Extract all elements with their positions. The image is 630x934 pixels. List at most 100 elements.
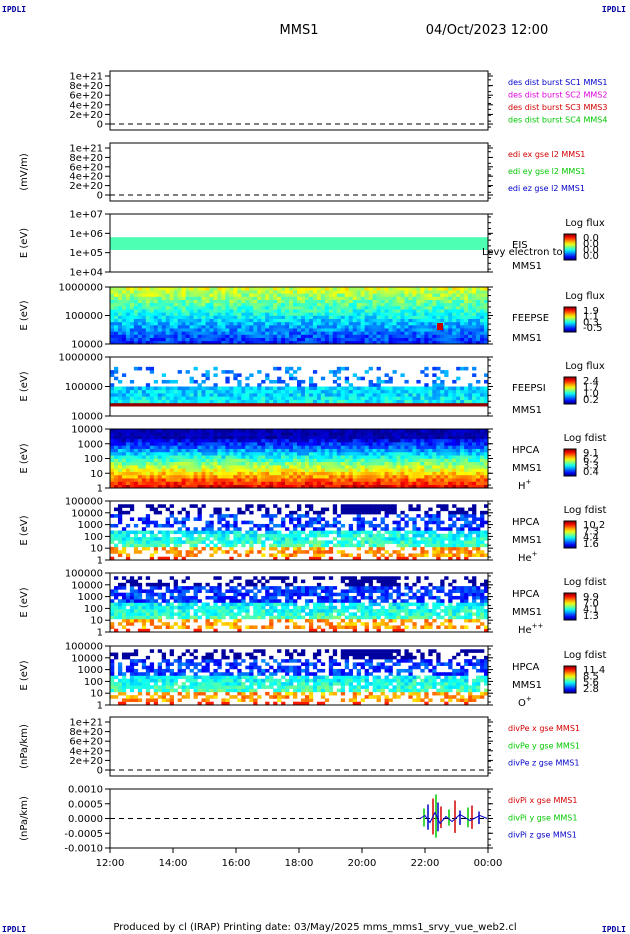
y-axis-label: E (eV) (19, 228, 30, 258)
colorbar-tick-label: 1.0 (583, 389, 599, 400)
y-tick-label: 1e+04 (69, 268, 103, 279)
y-tick-label: 10000 (71, 653, 103, 664)
colorbar (563, 520, 577, 549)
colorbar (563, 306, 577, 333)
colorbar-tick-label: 2.8 (583, 684, 599, 695)
colorbar-tick-label: 1.1 (583, 312, 599, 323)
overlay-label: Levy electron to (482, 247, 563, 258)
colorbar-tick-label: 7.3 (583, 526, 599, 537)
colorbar (563, 592, 577, 621)
x-tick-label: 00:00 (474, 858, 503, 869)
y-tick-label: 100000 (65, 382, 103, 393)
spacecraft-label: MMS1 (512, 405, 542, 416)
y-axis-label: (mV/m) (19, 153, 30, 191)
y-tick-label: 10000 (71, 425, 103, 436)
spacecraft-label: MMS1 (512, 463, 542, 474)
instrument-label: FEEPSI (512, 383, 546, 394)
colorbar-tick-label: 3.3 (583, 461, 599, 472)
y-tick-label: 10000 (71, 580, 103, 591)
corner-label-bottom-right: IPDLI (601, 925, 626, 934)
y-tick-label: 6e+20 (69, 162, 103, 173)
panel-frame (109, 645, 489, 706)
colorbar-tick-label: -0.5 (583, 323, 603, 334)
y-axis-label: E (eV) (19, 300, 30, 330)
y-tick-label: 1000 (78, 665, 103, 676)
y-tick-label: 100000 (65, 311, 103, 322)
y-tick-label: 4e+20 (69, 100, 103, 111)
legend-entry: des dist burst SC4 MMS4 (508, 116, 607, 125)
panel-p5: 1000000 100000 10000 E (eV) Log flux 2.41.71.… (19, 353, 605, 423)
y-tick-label: 8e+20 (69, 81, 103, 92)
colorbar-tick-label: 2.4 (583, 376, 599, 387)
y-tick-label: 10000 (71, 412, 103, 423)
y-tick-label: 1 (97, 484, 103, 495)
y-axis-label: (nPa/km) (19, 724, 30, 769)
panel-p11: 0.0010 0.0005 0.0000 -0.0005 -0.0010 (nPa/km)… (19, 785, 577, 855)
legend-entry: divPe y gse MMS1 (508, 741, 580, 750)
legend-entry: edi ex gse l2 MMS1 (508, 150, 585, 159)
y-tick-label: 100 (84, 677, 103, 688)
y-tick-label: 1e+21 (69, 144, 103, 155)
y-tick-label: 0.0000 (68, 814, 103, 825)
instrument-label: HPCA (512, 445, 540, 456)
y-tick-label: 100000 (65, 497, 103, 508)
y-tick-label: 10 (90, 616, 103, 627)
y-tick-label: 0.0010 (68, 785, 103, 796)
y-axis-label: E (eV) (19, 660, 30, 690)
y-tick-label: 1000000 (58, 283, 103, 294)
colorbar-title: Log flux (565, 218, 605, 229)
x-tick-label: 18:00 (285, 858, 314, 869)
colorbar (563, 448, 577, 477)
colorbar-tick-label: 1.7 (583, 382, 599, 393)
colorbar (563, 233, 577, 261)
y-tick-label: 2e+20 (69, 756, 103, 767)
plot-date: 04/Oct/2023 12:00 (426, 23, 548, 38)
y-tick-label: 10 (90, 689, 103, 700)
colorbar-tick-label: 0.0 (583, 251, 599, 262)
panel-frame (109, 213, 489, 273)
instrument-label: EIS (512, 240, 528, 251)
instrument-label: HPCA (512, 517, 540, 528)
colorbar-tick-label: 10.2 (583, 520, 605, 531)
spacecraft-label: MMS1 (512, 680, 542, 691)
legend-entry: edi ey gse l2 MMS1 (508, 167, 586, 176)
legend-entry: des dist burst SC3 MMS3 (508, 103, 607, 112)
colorbar (563, 665, 577, 694)
y-tick-label: 1000000 (58, 353, 103, 364)
colorbar-title: Log fdist (564, 577, 607, 588)
spacecraft-label: MMS1 (512, 333, 542, 344)
colorbar-title: Log fdist (564, 433, 607, 444)
y-tick-label: 2e+20 (69, 110, 103, 121)
y-tick-label: 1 (97, 556, 103, 567)
panel-p6: 10000 1000 100 10 1 E (eV) Log fdist 9.16.23.30… (19, 425, 606, 495)
panel-frame (109, 500, 489, 561)
colorbar-tick-label: 9.9 (583, 592, 599, 603)
footer-credit: Produced by cl (IRAP) Printing date: 03/… (113, 922, 516, 933)
instrument-label: HPCA (512, 589, 540, 600)
y-tick-label: 1 (97, 628, 103, 639)
y-tick-label: 1000 (78, 520, 103, 531)
corner-label-bottom-left: IPDLI (2, 925, 27, 934)
colorbar-tick-label: 1.3 (583, 611, 599, 622)
y-axis-label: E (eV) (19, 371, 30, 401)
legend-entry: divPe z gse MMS1 (508, 759, 579, 768)
legend-entry: des dist burst SC1 MMS1 (508, 78, 607, 87)
colorbar-tick-label: 0.2 (583, 395, 599, 406)
x-tick-label: 22:00 (411, 858, 440, 869)
panel-frame (109, 142, 489, 202)
species-label: He++ (518, 622, 544, 636)
spacecraft-label: MMS1 (512, 607, 542, 618)
colorbar-title: Log fdist (564, 505, 607, 516)
colorbar-tick-label: 0.3 (583, 317, 599, 328)
corner-label-top-left: IPDLI (2, 5, 27, 14)
y-tick-label: -0.0005 (64, 829, 103, 840)
y-tick-label: 100 (84, 604, 103, 615)
y-tick-label: 4e+20 (69, 746, 103, 757)
y-tick-label: 1e+05 (69, 248, 103, 259)
colorbar-tick-label: 11.4 (583, 665, 605, 676)
corner-label-top-right: IPDLI (601, 5, 626, 14)
